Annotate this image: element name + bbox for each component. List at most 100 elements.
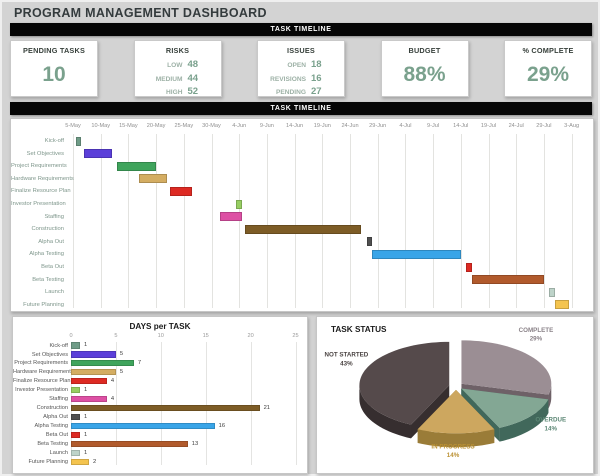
pie-slice-rim	[359, 385, 411, 439]
task-status-chart: COMPLETE 29% OVERDUE 14% IN PROGRESS 14% NOT S…	[316, 316, 594, 474]
barchart-bar	[71, 422, 215, 430]
barchart-category-label: Launch	[49, 449, 68, 456]
gantt-gridline	[322, 134, 324, 308]
barchart-value-label: 13	[191, 440, 199, 447]
barchart-value-label: 5	[119, 351, 124, 358]
barchart-row: Beta Out 1	[13, 431, 307, 440]
gantt-gridline	[571, 134, 573, 308]
gantt-task-label: Set Objectives	[26, 150, 64, 157]
barchart-bar	[71, 342, 80, 349]
kpi-row-low: LOW 48	[135, 59, 221, 70]
gantt-row: Alpha Testing	[11, 248, 593, 261]
barchart-value-label: 1	[83, 387, 88, 394]
barchart-bar	[71, 404, 260, 412]
barchart-bar	[71, 360, 134, 367]
gantt-axis-tick-label: 10-May	[91, 123, 111, 129]
kpi-title: RISKS	[165, 46, 190, 55]
barchart-category-label: Kick-off	[49, 342, 68, 349]
gantt-bar	[84, 149, 112, 159]
gantt-task-label: Project Requirements	[11, 163, 67, 170]
kpi-pending-tasks: PENDING TASKS 10	[10, 40, 98, 97]
kpi-sub-value: 16	[311, 72, 322, 84]
days-per-task-chart: DAYS per TASK 0 5 10 15 20 25 Kick-off 1 Set Obj…	[12, 316, 308, 474]
pie-slice-top	[461, 340, 552, 395]
barchart-row: Hardware Requirements 5	[13, 368, 307, 377]
kpi-sub-value: 27	[311, 86, 322, 97]
kpi-row-medium: MEDIUM 44	[135, 73, 221, 84]
gantt-gridline	[543, 134, 545, 308]
pie-slice-label: 43%	[340, 360, 353, 367]
gantt-axis-tick-label: 29-Jun	[369, 123, 387, 129]
gantt-task-label: Alpha Out	[38, 238, 64, 245]
barchart-bar	[71, 413, 80, 421]
kpi-sub-label: MEDIUM	[155, 75, 183, 83]
barchart-row: Future Planning 2	[13, 457, 307, 466]
barchart-row: Construction 21	[13, 404, 307, 413]
barchart-gridline	[160, 342, 162, 465]
barchart-row: Launch 1	[13, 448, 307, 457]
barchart-axis-tick-label: 10	[157, 333, 164, 339]
section-bar-top: TASK TIMELINE	[10, 23, 592, 36]
barchart-gridline	[71, 342, 72, 465]
barchart-value-label: 1	[83, 449, 88, 456]
gantt-gridline	[266, 134, 268, 308]
kpi-issue-rows: OPEN 18 REVISIONS 16 PENDING 27	[258, 59, 344, 97]
barchart-bar	[71, 377, 107, 385]
kpi-sub-label: HIGH	[166, 89, 183, 96]
barchart-axis-tick-label: 20	[247, 333, 254, 339]
pie-slice-top	[417, 389, 495, 434]
barchart-bar	[71, 386, 80, 394]
kpi-sub-label: PENDING	[275, 89, 306, 96]
barchart-value-label: 2	[92, 458, 97, 465]
barchart-gridline	[295, 342, 297, 465]
barchart-gridline	[205, 342, 207, 465]
gantt-gridline	[100, 134, 102, 308]
gantt-bar	[366, 237, 373, 247]
barchart-row: Kick-off 1	[13, 341, 307, 350]
gantt-row: Set Objectives	[11, 148, 593, 161]
barchart-category-label: Set Objectives	[31, 351, 68, 358]
pie-slice-rim	[417, 429, 495, 448]
barchart-row: Finalize Resource Plan 4	[13, 377, 307, 386]
gantt-row: Future Planning	[11, 299, 593, 312]
barchart-bar	[71, 351, 116, 358]
barchart-value-label: 1	[83, 413, 88, 420]
barchart-row: Alpha Testing 16	[13, 422, 307, 431]
gantt-gridline	[350, 134, 351, 308]
gantt-row: Finalize Resource Plan	[11, 185, 593, 198]
kpi-title: ISSUES	[287, 46, 315, 55]
gantt-axis-tick-label: 4-Jun	[232, 123, 247, 129]
pie-slice-label: NOT STARTED	[325, 351, 369, 358]
gantt-axis-tick-label: 9-Jul	[427, 123, 440, 129]
barchart-value-label: 4	[110, 378, 115, 385]
barchart-category-label: Beta Out	[45, 432, 68, 439]
barchart-bar	[71, 431, 80, 439]
pie-slice-label: COMPLETE	[519, 327, 554, 334]
gantt-axis-tick-label: 20-May	[146, 123, 166, 129]
gantt-gridline	[128, 134, 130, 308]
barchart-axis-tick-label: 0	[69, 333, 73, 339]
pie-slice-label: 14%	[447, 452, 460, 459]
gantt-bar	[75, 136, 82, 146]
gantt-axis-tick-label: 19-Jun	[313, 123, 331, 129]
barchart-bar	[71, 395, 107, 403]
barchart-category-label: Future Planning	[28, 458, 69, 465]
gantt-row: Alpha Out	[11, 236, 593, 249]
pie-slice-label: 29%	[530, 336, 543, 343]
kpi-sub-label: LOW	[167, 62, 183, 69]
gantt-gridline	[516, 134, 518, 308]
pie-slice-rim	[499, 399, 549, 442]
barchart-row: Project Requirements 7	[13, 359, 307, 368]
gantt-task-label: Future Planning	[23, 301, 64, 308]
gantt-row: Project Requirements	[11, 160, 593, 173]
gantt-task-label: Finalize Resource Plan	[11, 188, 71, 195]
gantt-row: Beta Testing	[11, 274, 593, 287]
barchart-bar	[71, 458, 89, 465]
barchart-row: Investor Presentation 1	[13, 386, 307, 395]
gantt-axis-tick-label: 19-Jul	[480, 123, 497, 129]
kpi-sub-label: OPEN	[287, 62, 306, 69]
gantt-axis-tick-label: 14-Jun	[286, 123, 304, 129]
barchart-value-label: 16	[218, 422, 226, 429]
barchart-row: Alpha Out 1	[13, 413, 307, 422]
barchart-gridline	[115, 342, 117, 465]
